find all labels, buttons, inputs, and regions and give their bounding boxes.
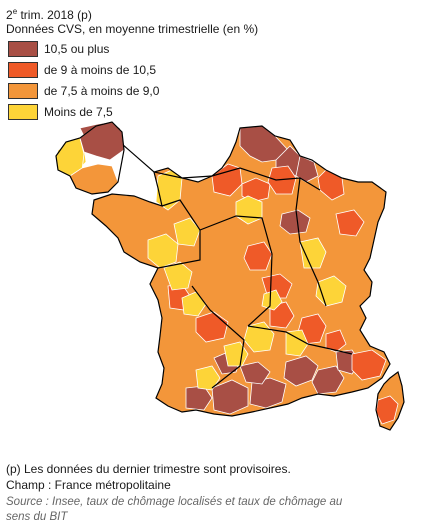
- unemployment-map: [55, 121, 405, 431]
- area-aude: [249, 377, 287, 409]
- area-vendee: [163, 261, 193, 291]
- legend-item: de 7,5 à moins de 9,0: [6, 83, 206, 104]
- legend-label: Moins de 7,5: [44, 105, 113, 119]
- region-border-mainland: [91, 125, 391, 417]
- area-pyrenees-or: [211, 379, 249, 415]
- area-bretagne-s: [147, 233, 179, 269]
- map-subtitle: Données CVS, en moyenne trimestrielle (e…: [6, 22, 259, 36]
- area-aube: [243, 241, 273, 271]
- class-high: [79, 121, 361, 415]
- legend-swatch: [8, 83, 38, 99]
- region-border-south: [247, 325, 353, 355]
- area-mayenne: [173, 217, 201, 247]
- period-prefix: 2: [6, 8, 13, 22]
- region-border-north: [211, 167, 321, 191]
- legend-swatch: [8, 41, 38, 57]
- area-meuse-est: [279, 209, 311, 235]
- area-vaucluse: [325, 329, 347, 353]
- legend-label: de 7,5 à moins de 9,0: [44, 84, 160, 98]
- area-tarn: [283, 355, 319, 387]
- area-rhone: [285, 329, 309, 357]
- region-border-corsica: [375, 370, 405, 431]
- area-ariege: [239, 361, 271, 385]
- area-herault: [311, 365, 345, 395]
- area-var: [351, 349, 387, 381]
- scope-note: Champ : France métropolitaine: [6, 478, 171, 492]
- map-base: [91, 125, 405, 431]
- legend-label: de 9 à moins de 10,5: [44, 63, 157, 77]
- legend-item: de 9 à moins de 10,5: [6, 62, 206, 83]
- region-borders: [83, 125, 405, 431]
- region-border-east: [295, 177, 327, 307]
- legend-swatch: [8, 62, 38, 78]
- legend-item: Moins de 7,5: [6, 104, 206, 125]
- period-label: 2e trim. 2018 (p): [6, 4, 92, 23]
- region-border-center: [199, 215, 273, 327]
- region-border-west: [157, 199, 201, 269]
- area-gers: [195, 365, 221, 391]
- source-note: Source : Insee, taux de chômage localisé…: [6, 496, 343, 523]
- legend-swatch: [8, 104, 38, 120]
- period-rest: trim. 2018 (p): [17, 8, 92, 22]
- peninsula-outline: [55, 121, 125, 195]
- area-deux-sevres: [181, 291, 207, 317]
- legend-item: 10,5 ou plus: [6, 41, 206, 62]
- provisional-note: (p) Les données du dernier trimestre son…: [6, 462, 291, 476]
- area-lot: [223, 341, 249, 367]
- area-haute-loire: [261, 289, 283, 311]
- area-jura: [299, 237, 327, 269]
- legend-label: 10,5 ou plus: [44, 42, 110, 56]
- legend: 10,5 ou plus de 9 à moins de 10,5 de 7,5…: [6, 41, 206, 125]
- region-border-southwest: [191, 285, 245, 389]
- peninsula-group: [55, 121, 125, 195]
- area-ardennes: [295, 155, 319, 183]
- period-superscript: e: [12, 7, 18, 16]
- area-bas-rhin: [335, 209, 365, 237]
